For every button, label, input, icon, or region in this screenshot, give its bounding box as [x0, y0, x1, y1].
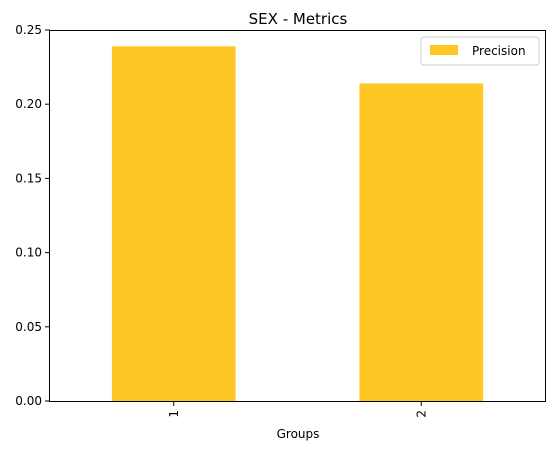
bars-group — [111, 46, 484, 401]
chart-title: SEX - Metrics — [249, 10, 348, 28]
bar-2 — [359, 83, 484, 401]
plot-frame — [49, 30, 546, 402]
y-tick-label-3: 0.15 — [15, 171, 42, 185]
legend-box — [420, 36, 540, 66]
y-tick-label-0: 0.00 — [15, 394, 42, 408]
y-tick-label-2: 0.10 — [15, 246, 42, 260]
y-tick-label-4: 0.20 — [15, 97, 42, 111]
x-tick-label-2: 2 — [414, 410, 428, 418]
y-axis: 0.00 0.05 0.10 0.15 0.20 0.25 — [15, 23, 50, 408]
bar-1 — [111, 46, 236, 401]
y-tick-label-1: 0.05 — [15, 320, 42, 334]
x-axis-label: Groups — [277, 427, 320, 441]
x-tick-label-1: 1 — [167, 410, 181, 418]
y-tick-label-5: 0.25 — [15, 23, 42, 37]
legend-label-precision: Precision — [472, 44, 526, 58]
legend: Precision — [420, 36, 540, 66]
legend-swatch-precision — [430, 45, 458, 55]
